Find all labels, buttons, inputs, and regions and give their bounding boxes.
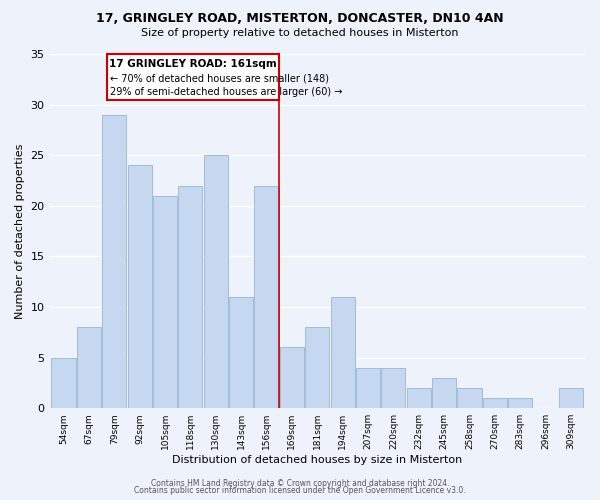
Bar [153,196,177,408]
Bar [280,348,304,408]
Bar [52,358,76,408]
Bar [128,166,152,408]
Text: Contains HM Land Registry data © Crown copyright and database right 2024.: Contains HM Land Registry data © Crown c… [151,478,449,488]
Bar [432,378,456,408]
Bar [356,368,380,408]
Bar [102,114,127,408]
Bar [508,398,532,408]
Text: Contains public sector information licensed under the Open Government Licence v3: Contains public sector information licen… [134,486,466,495]
Bar [204,155,228,408]
Bar [331,297,355,408]
X-axis label: Distribution of detached houses by size in Misterton: Distribution of detached houses by size … [172,455,463,465]
Bar [559,388,583,408]
Text: 29% of semi-detached houses are larger (60) →: 29% of semi-detached houses are larger (… [110,88,343,98]
Bar [229,297,253,408]
Bar [254,186,278,408]
Bar [407,388,431,408]
Bar [178,186,202,408]
Text: ← 70% of detached houses are smaller (148): ← 70% of detached houses are smaller (14… [110,73,329,83]
FancyBboxPatch shape [107,54,278,100]
Text: Size of property relative to detached houses in Misterton: Size of property relative to detached ho… [141,28,459,38]
Bar [77,327,101,408]
Text: 17 GRINGLEY ROAD: 161sqm: 17 GRINGLEY ROAD: 161sqm [109,59,277,69]
Bar [382,368,406,408]
Text: 17, GRINGLEY ROAD, MISTERTON, DONCASTER, DN10 4AN: 17, GRINGLEY ROAD, MISTERTON, DONCASTER,… [96,12,504,26]
Bar [457,388,482,408]
Bar [305,327,329,408]
Bar [483,398,507,408]
Y-axis label: Number of detached properties: Number of detached properties [15,144,25,319]
